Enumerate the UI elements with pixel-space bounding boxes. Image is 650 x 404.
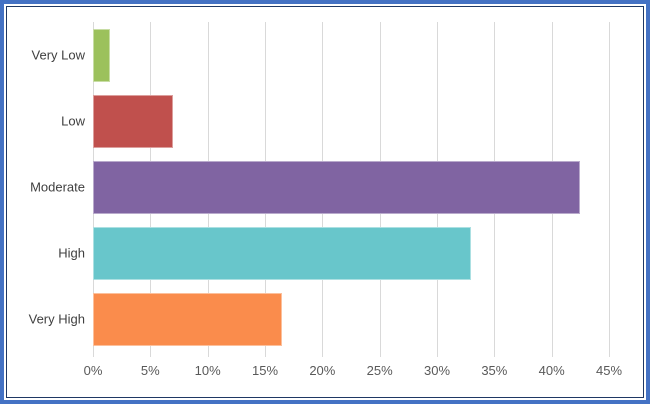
- x-tick-label-5: 5%: [140, 363, 160, 378]
- x-tick-label-10: 10%: [194, 363, 221, 378]
- bar-very-high: [93, 292, 283, 346]
- x-tick-label-25: 25%: [366, 363, 393, 378]
- x-tick-label-0: 0%: [83, 363, 103, 378]
- x-axis-labels: 0% 5% 10% 15% 20% 25% 30% 35% 40% 45%: [84, 363, 622, 382]
- y-axis-label-low: Low: [61, 113, 85, 129]
- y-axis-label-very-low: Very Low: [31, 47, 85, 63]
- y-axis-label-high: High: [58, 245, 85, 261]
- y-axis-label-very-high: Very High: [28, 311, 85, 327]
- x-tick-label-35: 35%: [481, 363, 508, 378]
- x-tick-label-30: 30%: [423, 363, 451, 378]
- bar-moderate: [93, 160, 581, 214]
- gridline-45: [609, 22, 610, 357]
- chart-inner-border: Very Low Low Moderate High Very High 0% 5% 10%…: [6, 6, 644, 398]
- x-tick-label-40: 40%: [538, 363, 565, 378]
- y-axis-label-moderate: Moderate: [30, 179, 85, 195]
- bar-high: [93, 226, 472, 280]
- x-tick-label-45: 45%: [595, 363, 623, 378]
- x-tick-label-15: 15%: [251, 363, 279, 378]
- bar-very-low: [93, 28, 111, 82]
- bar-chart: Very Low Low Moderate High Very High 0% 5% 10%…: [7, 7, 643, 397]
- y-axis-labels: Very Low Low Moderate High Very High: [7, 22, 85, 352]
- bar-low: [93, 94, 174, 148]
- plot-area: [93, 22, 610, 357]
- x-tick-label-20: 20%: [309, 363, 336, 378]
